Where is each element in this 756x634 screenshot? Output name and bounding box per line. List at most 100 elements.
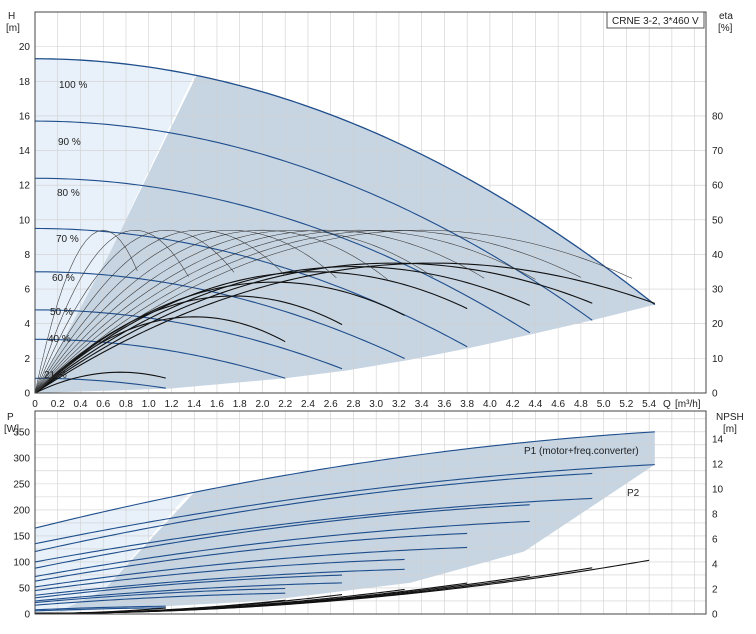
speed-label: 70 % [56, 234, 79, 245]
speed-label: 21 % [44, 370, 67, 381]
p1-curve [34, 605, 166, 611]
y2-tick-label-top: 30 [712, 285, 724, 296]
p1-curve [34, 431, 655, 529]
x-tick-label: 3.2 [392, 399, 406, 410]
y-tick-label-top: 10 [19, 215, 31, 226]
x-tick-label: 1.8 [233, 399, 247, 410]
y-tick-label-bottom: 350 [13, 427, 30, 438]
plot-frame-bottom [34, 410, 707, 615]
head-curve [34, 58, 656, 306]
x-tick-label: 2.2 [278, 399, 292, 410]
x-tick-label: 4.6 [551, 399, 565, 410]
x-tick-label: 3.6 [437, 399, 451, 410]
y-tick-label-bottom: 200 [13, 505, 30, 516]
y-tick-label-top: 18 [19, 77, 31, 88]
p1-curve [34, 472, 593, 553]
x-axis-unit: [m³/h] [675, 399, 701, 410]
y2-tick-label-top: 0 [712, 389, 718, 400]
head-plot: 100 % 90 % 80 % 70 % 60 % 50 % 40 % 21 % 0 2 4 6 8 10… [19, 11, 724, 410]
y2-tick-label-bottom: 0 [712, 610, 718, 621]
npsh-curve [34, 607, 166, 614]
y2-tick-label-top: 20 [712, 319, 724, 330]
y-tick-label-top: 8 [24, 250, 30, 261]
x-tick-label: 4.0 [483, 399, 497, 410]
x-tick-label: 5.2 [619, 399, 633, 410]
x-tick-label: 1.6 [210, 399, 224, 410]
head-curve [34, 120, 593, 321]
y-tick-label-bottom: 150 [13, 531, 30, 542]
y-tick-label-bottom: 0 [24, 610, 30, 621]
x-tick-label: 0.8 [119, 399, 133, 410]
efficiency-thin-curve [34, 229, 286, 394]
x-tick-label: 0.6 [96, 399, 110, 410]
y2-tick-label-top: 60 [712, 181, 724, 192]
series-label-p2: P2 [627, 488, 640, 499]
p2-curve [34, 592, 286, 606]
x-tick-label: 4.4 [528, 399, 542, 410]
efficiency-thin-curve [34, 229, 582, 394]
head-curve [34, 338, 286, 379]
x-tick-label: 5.4 [642, 399, 656, 410]
head-curve [34, 177, 531, 334]
p2-curve [34, 568, 405, 596]
y-axis-label-top: H [8, 11, 15, 22]
y-tick-label-bottom: 50 [19, 583, 31, 594]
p1-curve [34, 504, 530, 569]
x-tick-label: 4.8 [574, 399, 588, 410]
p1-curve [34, 574, 343, 599]
p2-curve [34, 607, 166, 612]
y-tick-label-bottom: 300 [13, 453, 30, 464]
efficiency-curve [34, 271, 468, 394]
y2-tick-label-top: 10 [712, 354, 724, 365]
y-tick-label-top: 14 [19, 146, 31, 157]
x-tick-label: 3.8 [460, 399, 474, 410]
p2-curve [34, 464, 655, 545]
y2-tick-label-bottom: 8 [712, 510, 718, 521]
y-tick-label-bottom: 100 [13, 557, 30, 568]
y2-tick-label-bottom: 6 [712, 535, 718, 546]
speed-label: 90 % [58, 137, 81, 148]
speed-label: 80 % [57, 188, 80, 199]
efficiency-curve [34, 316, 286, 394]
y2-axis-label-top: eta [719, 11, 733, 22]
x-tick-label: 2.4 [301, 399, 315, 410]
efficiency-curve [34, 262, 593, 394]
speed-label: 40 % [48, 334, 71, 345]
y2-axis-unit-top: [%] [718, 23, 733, 34]
y-tick-label-top: 16 [19, 111, 31, 122]
y-axis-unit-bottom: [W] [4, 424, 19, 435]
y2-tick-label-bottom: 14 [712, 435, 724, 446]
y2-tick-label-bottom: 10 [712, 485, 724, 496]
y-tick-label-top: 2 [24, 354, 30, 365]
y-tick-label-top: 4 [24, 319, 30, 330]
series-label-p1: P1 (motor+freq.converter) [524, 446, 639, 457]
efficiency-thin-curve [34, 229, 536, 394]
speed-label: 50 % [50, 307, 73, 318]
efficiency-curve [34, 281, 405, 394]
y2-tick-label-bottom: 12 [712, 460, 724, 471]
p2-curve [34, 497, 593, 563]
efficiency-curve [34, 371, 166, 394]
y2-tick-label-top: 80 [712, 111, 724, 122]
power-envelope [57, 431, 655, 612]
p2-curve [34, 546, 468, 588]
efficiency-thin-curve [34, 229, 633, 394]
x-tick-label: 2.0 [256, 399, 270, 410]
x-tick-label: 2.6 [324, 399, 338, 410]
title-box [606, 11, 705, 29]
operating-envelope [35, 75, 655, 394]
head-curve [34, 309, 343, 370]
efficiency-thin-curve [34, 230, 189, 394]
x-tick-label: 3.4 [415, 399, 429, 410]
x-tick-label: 1.4 [187, 399, 201, 410]
power-plot: 0 50 100 150 200 250 300 350 0 2 4 6 8 10 12 14 [13, 410, 724, 621]
efficiency-thin-curve [34, 229, 388, 394]
y-tick-label-bottom: 250 [13, 479, 30, 490]
plot-frame-top [34, 11, 707, 394]
x-tick-label: 0 [32, 399, 38, 410]
p1-curve [34, 558, 405, 592]
y-tick-label-top: 20 [19, 42, 31, 53]
x-tick-label: 3.0 [369, 399, 383, 410]
y2-tick-label-top: 70 [712, 146, 724, 157]
y2-tick-label-bottom: 2 [712, 585, 718, 596]
